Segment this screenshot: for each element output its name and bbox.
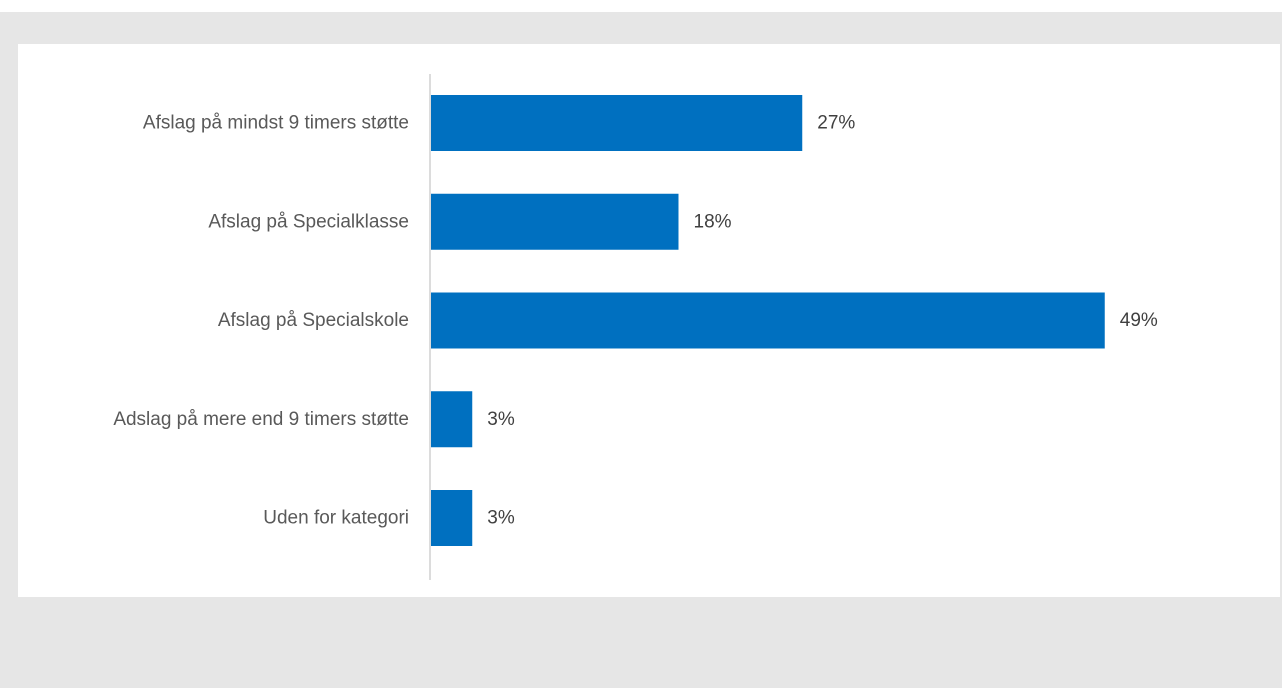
- bar: [431, 292, 1105, 349]
- category-label: Afslag på Specialklasse: [208, 211, 409, 232]
- bar: [431, 193, 679, 250]
- bar: [431, 391, 473, 448]
- category-label: Afslag på Specialskole: [218, 310, 409, 331]
- bar: [431, 95, 803, 151]
- category-label: Afslag på mindst 9 timers støtte: [143, 113, 409, 134]
- bars-group: [431, 95, 1105, 546]
- value-labels: 27% 18% 49% 3% 3%: [487, 113, 1158, 529]
- data-label: 49%: [1120, 310, 1158, 331]
- category-label: Adslag på mere end 9 timers støtte: [113, 409, 409, 430]
- bar: [431, 490, 473, 546]
- data-label: 3%: [487, 409, 515, 430]
- data-label: 3%: [487, 508, 515, 529]
- category-labels: Afslag på mindst 9 timers støtte Afslag p…: [113, 113, 409, 529]
- data-label: 27%: [817, 113, 855, 134]
- bar-chart: Afslag på mindst 9 timers støtte Afslag p…: [113, 74, 1158, 580]
- chart-panel: Afslag på mindst 9 timers støtte Afslag p…: [18, 44, 1280, 597]
- category-label: Uden for kategori: [263, 508, 409, 529]
- chart-background: Afslag på mindst 9 timers støtte Afslag p…: [0, 12, 1282, 688]
- data-label: 18%: [694, 211, 732, 232]
